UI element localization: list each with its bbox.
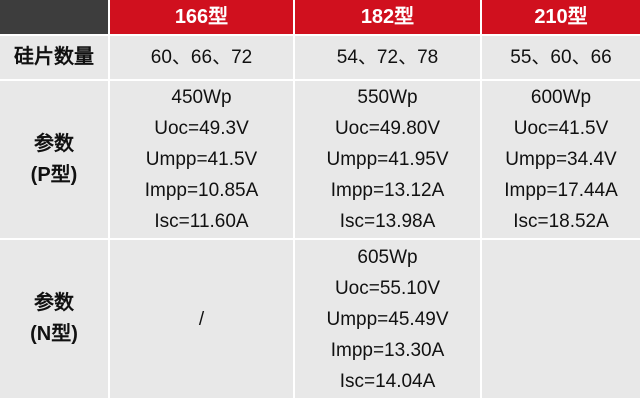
cell-line: 550Wp — [357, 87, 418, 108]
header-text: 182型 — [360, 5, 415, 28]
cell-line: Impp=17.44A — [504, 180, 618, 201]
cell-line: Umpp=45.49V — [326, 308, 449, 330]
cell-line: 60、66、72 — [150, 47, 253, 68]
cell-line: 450Wp — [171, 87, 232, 108]
cell-line: Uoc=49.3V — [154, 118, 249, 139]
cell-line: Uoc=55.10V — [334, 277, 441, 299]
cell-line: Uoc=41.5V — [513, 118, 609, 139]
cell-line: Umpp=41.5V — [145, 149, 258, 170]
data-cell: 605Wp Uoc=55.10V Umpp=45.49V Impp=13.30A Isc… — [295, 240, 480, 398]
cell-line: 55、60、66 — [510, 47, 612, 68]
cell-line: Isc=18.52A — [513, 211, 609, 232]
cell-line: Impp=13.30A — [330, 339, 445, 361]
cell-line: Uoc=49.80V — [334, 118, 441, 139]
row-label: 参数 (P型) — [0, 81, 108, 238]
cell-line: Isc=14.04A — [339, 370, 436, 392]
header-text: 166型 — [174, 5, 229, 28]
label-line: 硅片数量 — [14, 46, 94, 68]
data-cell: 600Wp Uoc=41.5V Umpp=34.4V Impp=17.44A Isc=1… — [482, 81, 640, 238]
cell-line: Umpp=41.95V — [326, 149, 449, 170]
cell-line: Isc=13.98A — [339, 211, 436, 232]
header-text: 210型 — [534, 5, 588, 28]
row-label: 硅片数量 — [0, 36, 108, 79]
label-line: 参数 — [34, 132, 74, 155]
data-cell: 450Wp Uoc=49.3V Umpp=41.5V Impp=10.85A Isc=1… — [110, 81, 293, 238]
data-cell: / — [110, 240, 293, 398]
data-cell: 54、72、78 — [295, 36, 480, 79]
data-cell: 550Wp Uoc=49.80V Umpp=41.95V Impp=13.12A Isc… — [295, 81, 480, 238]
row-label: 参数 (N型) — [0, 240, 108, 398]
cell-line: 600Wp — [530, 87, 592, 108]
corner-cell — [0, 0, 108, 34]
label-line: (N型) — [30, 323, 78, 345]
cell-line: 605Wp — [357, 246, 418, 268]
data-cell: 60、66、72 — [110, 36, 293, 79]
cell-line: Impp=13.12A — [330, 180, 445, 201]
data-cell: 55、60、66 — [482, 36, 640, 79]
cell-line: Isc=11.60A — [154, 211, 249, 232]
cell-line: Umpp=34.4V — [505, 149, 617, 170]
header-cell: 182型 — [295, 0, 480, 34]
cell-line: 54、72、78 — [336, 47, 439, 68]
cell-line: Impp=10.85A — [144, 180, 259, 201]
data-cell — [482, 240, 640, 398]
cell-line: / — [198, 308, 205, 330]
label-line: (P型) — [30, 163, 78, 186]
header-cell: 210型 — [482, 0, 640, 34]
label-line: 参数 — [34, 292, 74, 314]
header-cell: 166型 — [110, 0, 293, 34]
